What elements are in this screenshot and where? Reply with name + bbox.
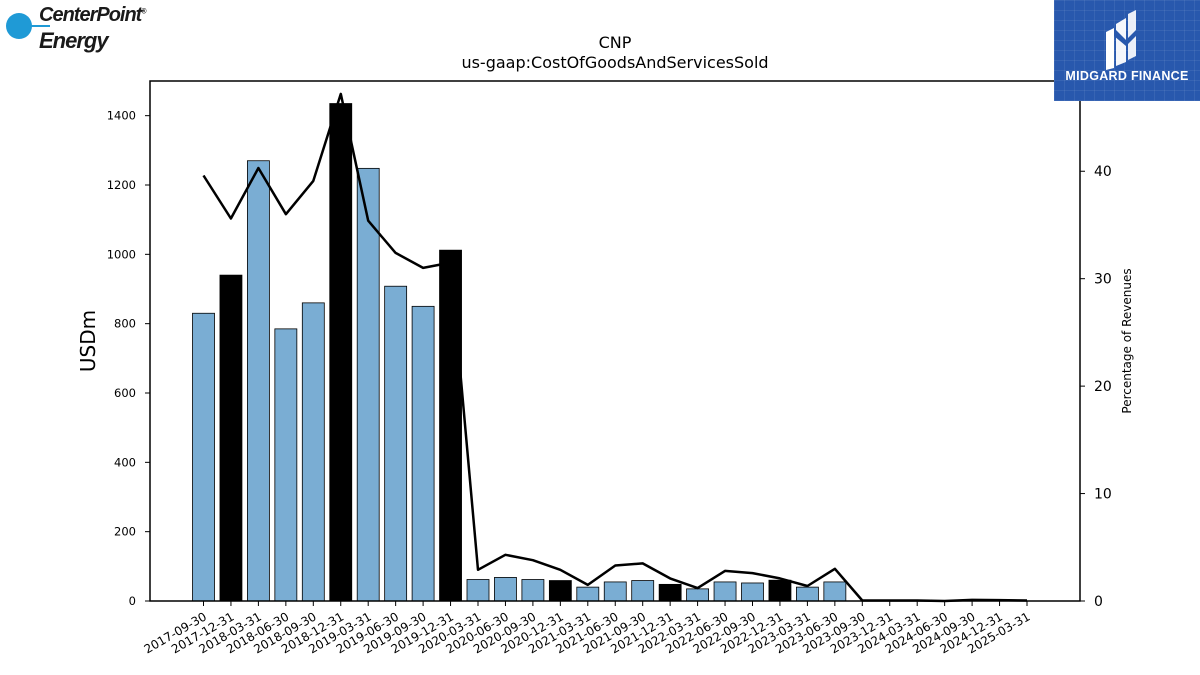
midgard-finance-logo: MIDGARD FINANCE [1054,0,1200,101]
y-tick-label: 1200 [107,178,136,192]
bar-2018-06-30 [274,328,298,602]
logo-registered-mark: ® [141,8,146,16]
bar-2019-12-31 [439,249,462,602]
x-axis: 2017-09-302017-12-312018-03-312018-06-30… [142,601,1033,656]
bar-2019-03-31 [356,167,380,602]
midgard-m-icon [1106,10,1136,70]
logo-swoosh [20,25,50,27]
y2-tick-label: 40 [1094,164,1112,180]
bar-2021-06-30 [603,581,627,602]
bar-2018-09-30 [301,302,325,602]
chart-title: CNP [599,33,632,52]
bar-2020-09-30 [521,579,545,602]
bar-2023-03-31 [796,586,819,602]
logo-line1: CenterPoint [39,4,142,26]
logo-dot-icon [6,13,32,39]
bar-series [192,103,847,602]
bar-2018-03-31 [246,160,270,602]
line-series [202,92,1028,603]
y2-axis-label: Percentage of Revenues [1120,268,1134,413]
bar-2019-06-30 [384,285,408,602]
pct-revenue-line [202,92,1028,603]
bar-2019-09-30 [411,305,435,602]
bar-2022-06-30 [713,581,737,602]
bar-2023-06-30 [823,581,847,602]
bar-2022-09-30 [741,582,764,602]
bar-2020-12-31 [548,580,572,602]
bar-2021-03-31 [576,586,600,602]
y2-tick-label: 20 [1094,379,1112,395]
chart-subtitle: us-gaap:CostOfGoodsAndServicesSold [461,53,768,72]
y-tick-label: 200 [114,525,136,539]
y2-tick-label: 30 [1094,272,1112,288]
bar-2018-12-31 [329,103,353,602]
bar-2017-09-30 [192,312,215,602]
midgard-finance-wordmark: MIDGARD FINANCE [1065,69,1189,83]
y-tick-label: 1000 [107,247,136,261]
y2-tick-label: 0 [1094,594,1103,610]
centerpoint-logo: CenterPoint® Energy [4,4,147,54]
bar-2021-12-31 [658,583,682,602]
y-tick-label: 1400 [107,109,136,123]
y-axis-right: 0 10 20 30 40 [1080,164,1112,610]
y-tick-label: 600 [114,386,136,400]
bar-2020-06-30 [494,577,517,602]
bar-2022-03-31 [686,588,709,602]
y-tick-label: 400 [114,455,136,469]
y-axis-label: USDm [76,310,100,372]
bar-2017-12-31 [219,274,243,602]
bar-2021-09-30 [631,580,655,602]
y-tick-label: 0 [129,594,136,608]
y2-tick-label: 10 [1094,487,1112,503]
y-axis-left: 0 200 400 600 800 1000 1200 1400 [107,109,150,608]
y-tick-label: 800 [114,317,136,331]
bar-2020-03-31 [466,579,490,602]
logo-line2: Energy [39,28,109,53]
bar-2022-12-31 [768,579,792,602]
